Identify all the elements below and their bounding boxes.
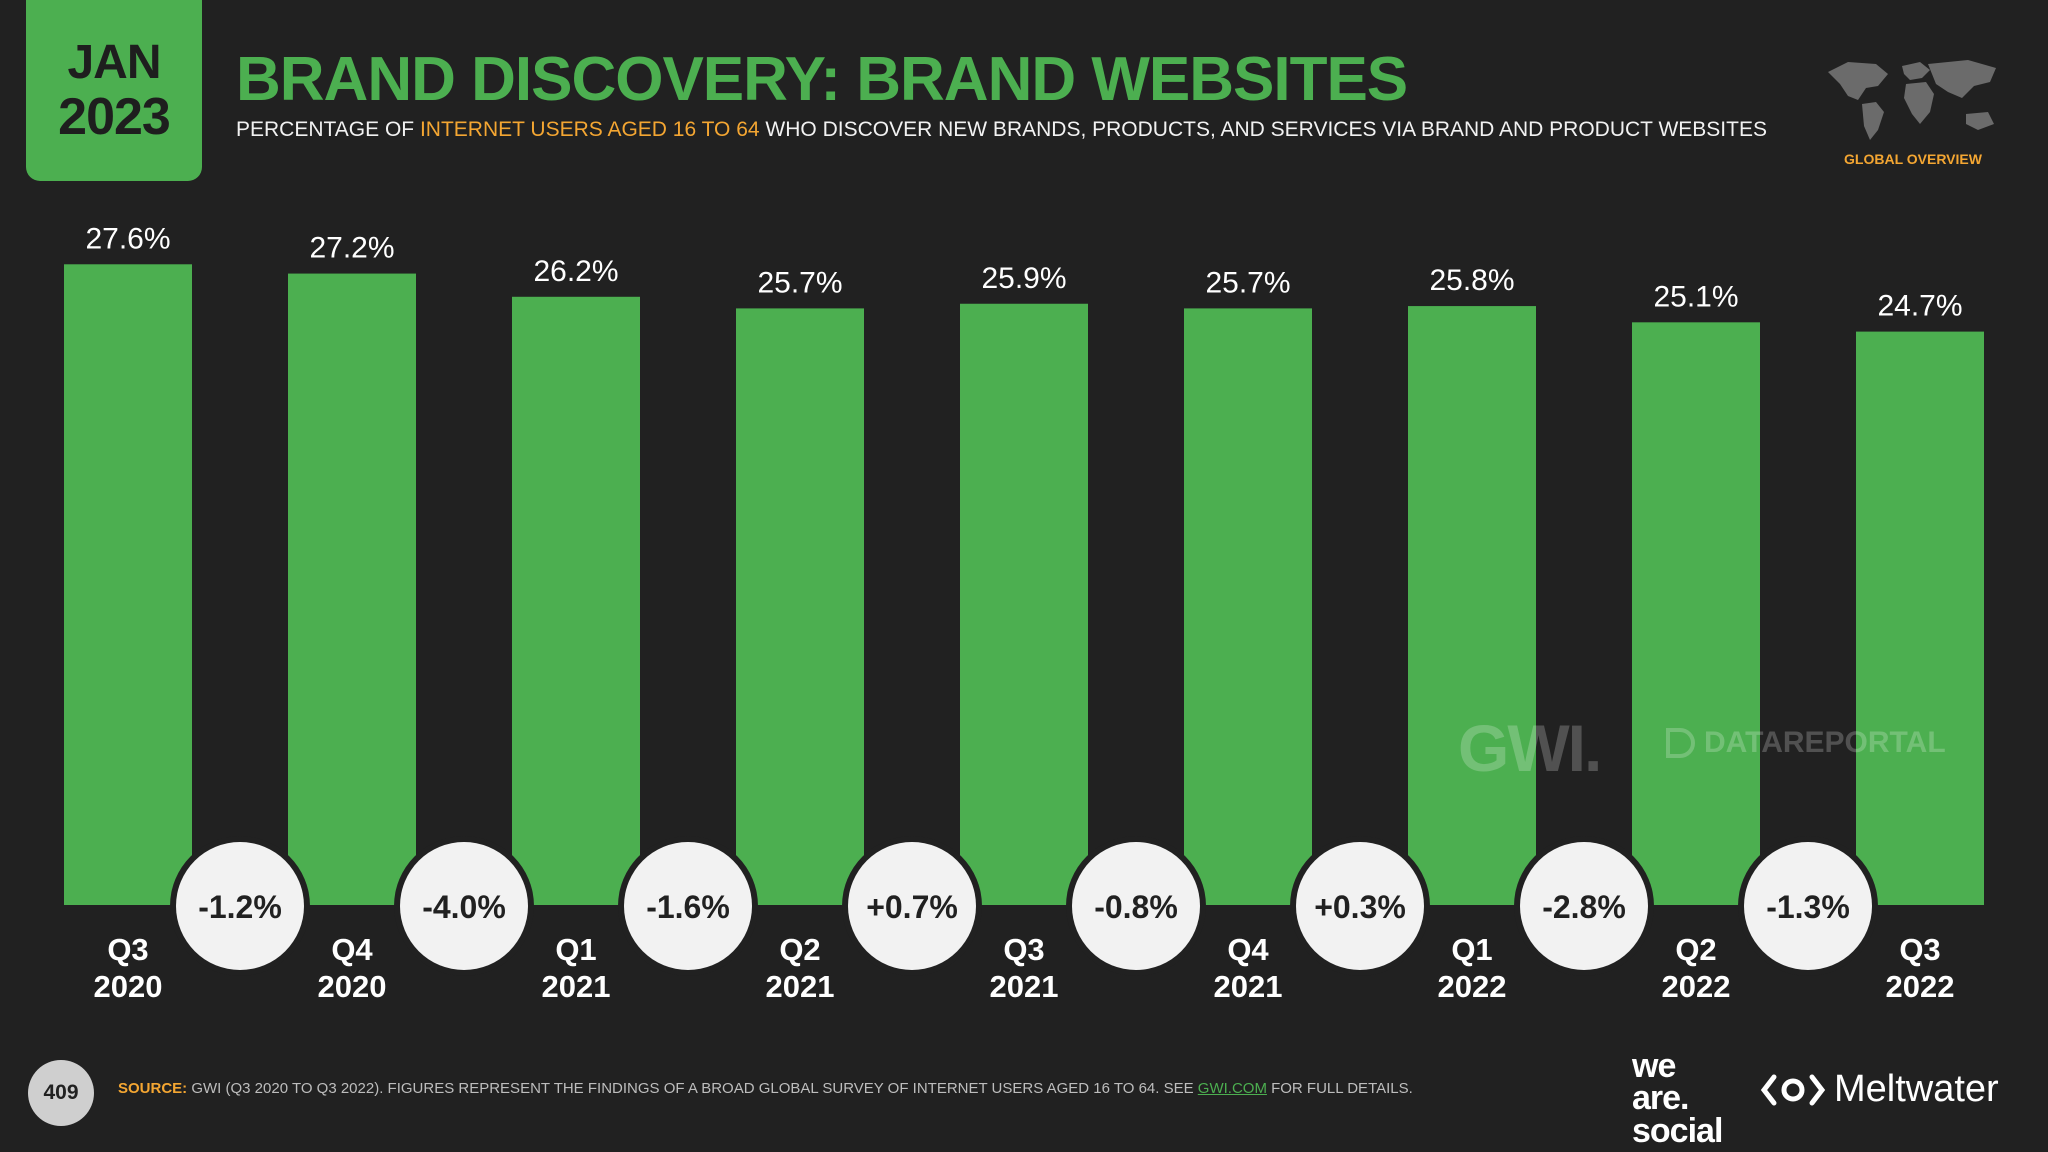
- change-bubble-1: [176, 842, 304, 970]
- source-tail: FOR FULL DETAILS.: [1266, 1080, 1413, 1097]
- x-tick-quarter-2: Q4: [331, 932, 373, 967]
- was-line-2: are.: [1632, 1079, 1690, 1118]
- date-year: 2023: [58, 87, 171, 146]
- source-link[interactable]: GWI.COM: [1197, 1080, 1267, 1097]
- page-title: BRAND DISCOVERY: BRAND WEBSITES: [236, 45, 1408, 114]
- change-bubble-8: [1744, 842, 1872, 970]
- region-label: GLOBAL OVERVIEW: [1844, 151, 1982, 167]
- subtitle-pre: PERCENTAGE OF: [236, 118, 420, 141]
- x-tick-quarter-7: Q1: [1451, 932, 1492, 967]
- change-bubble-5: [1072, 842, 1200, 970]
- datareportal-icon: [1666, 728, 1695, 758]
- x-tick-year-3: 2021: [542, 969, 611, 1004]
- subtitle-highlight: INTERNET USERS AGED 16 TO 64: [419, 118, 760, 141]
- change-label-1: -1.2%: [198, 889, 282, 925]
- date-month: JAN: [67, 35, 161, 89]
- bar-8: [1632, 322, 1760, 906]
- change-label-4: +0.7%: [866, 889, 958, 925]
- x-tick-quarter-8: Q2: [1675, 932, 1716, 967]
- bar-value-label-2: 27.2%: [309, 232, 394, 265]
- datareportal-watermark: DATAREPORTAL: [1664, 726, 1946, 760]
- meltwater-logo: Meltwater: [1760, 1068, 1999, 1111]
- change-label-8: -1.3%: [1766, 889, 1850, 925]
- x-tick-year-2: 2020: [318, 969, 387, 1004]
- bar-7: [1408, 306, 1536, 906]
- was-line-3: social: [1632, 1111, 1723, 1150]
- bar-value-label-6: 25.7%: [1205, 266, 1290, 299]
- bar-value-label-1: 27.6%: [85, 222, 170, 255]
- bar-3: [512, 296, 640, 905]
- bar-value-label-3: 26.2%: [533, 255, 618, 288]
- gwi-watermark: GWI.: [1458, 711, 1602, 785]
- x-tick-year-4: 2021: [766, 969, 835, 1004]
- x-tick-quarter-9: Q3: [1899, 932, 1940, 967]
- change-label-3: -1.6%: [646, 889, 730, 925]
- date-badge: JAN 2023: [26, 0, 202, 181]
- bar-value-label-4: 25.7%: [757, 266, 842, 299]
- x-tick-year-9: 2022: [1886, 969, 1955, 1004]
- subtitle-post: WHO DISCOVER NEW BRANDS, PRODUCTS, AND S…: [759, 118, 1767, 141]
- change-label-7: -2.8%: [1542, 889, 1626, 925]
- x-tick-quarter-3: Q1: [555, 932, 596, 967]
- source-note: SOURCE: GWI (Q3 2020 TO Q3 2022). FIGURE…: [118, 1080, 1413, 1097]
- x-tick-year-5: 2021: [990, 969, 1059, 1004]
- bar-value-label-7: 25.8%: [1429, 264, 1514, 297]
- x-tick-quarter-1: Q3: [107, 932, 148, 967]
- page-number: 409: [28, 1060, 94, 1126]
- bar-9: [1856, 331, 1984, 905]
- bar-5: [960, 303, 1088, 905]
- change-bubble-2: [400, 842, 528, 970]
- page-subtitle: PERCENTAGE OF INTERNET USERS AGED 16 TO …: [236, 118, 1767, 142]
- change-label-2: -4.0%: [422, 889, 506, 925]
- meltwater-text: Meltwater: [1834, 1068, 1999, 1110]
- bar-2: [288, 273, 416, 906]
- bar-1: [64, 264, 192, 905]
- change-bubble-7: [1520, 842, 1648, 970]
- bar-value-label-8: 25.1%: [1653, 280, 1738, 313]
- change-bubble-6: [1296, 842, 1424, 970]
- source-label: SOURCE:: [118, 1080, 188, 1097]
- x-tick-year-8: 2022: [1662, 969, 1731, 1004]
- change-label-6: +0.3%: [1314, 889, 1406, 925]
- change-bubble-3: [624, 842, 752, 970]
- x-tick-year-7: 2022: [1438, 969, 1507, 1004]
- x-tick-year-6: 2021: [1214, 969, 1283, 1004]
- bar-6: [1184, 308, 1312, 906]
- source-text: GWI (Q3 2020 TO Q3 2022). FIGURES REPRES…: [187, 1080, 1198, 1097]
- x-tick-quarter-4: Q2: [779, 932, 820, 967]
- datareportal-text: DATAREPORTAL: [1704, 726, 1946, 759]
- x-tick-year-1: 2020: [94, 969, 163, 1004]
- was-line-1: we: [1632, 1047, 1676, 1085]
- we-are-social-logo: we are. social: [1632, 1047, 1723, 1150]
- change-bubble-4: [848, 842, 976, 970]
- meltwater-icon: [1760, 1074, 1826, 1105]
- change-label-5: -0.8%: [1094, 889, 1178, 925]
- bar-4: [736, 308, 864, 906]
- bar-value-label-9: 24.7%: [1877, 290, 1962, 323]
- bar-value-label-5: 25.9%: [981, 262, 1066, 295]
- x-tick-quarter-6: Q4: [1227, 932, 1269, 967]
- world-map-icon: [1828, 60, 1996, 140]
- x-tick-quarter-5: Q3: [1003, 932, 1044, 967]
